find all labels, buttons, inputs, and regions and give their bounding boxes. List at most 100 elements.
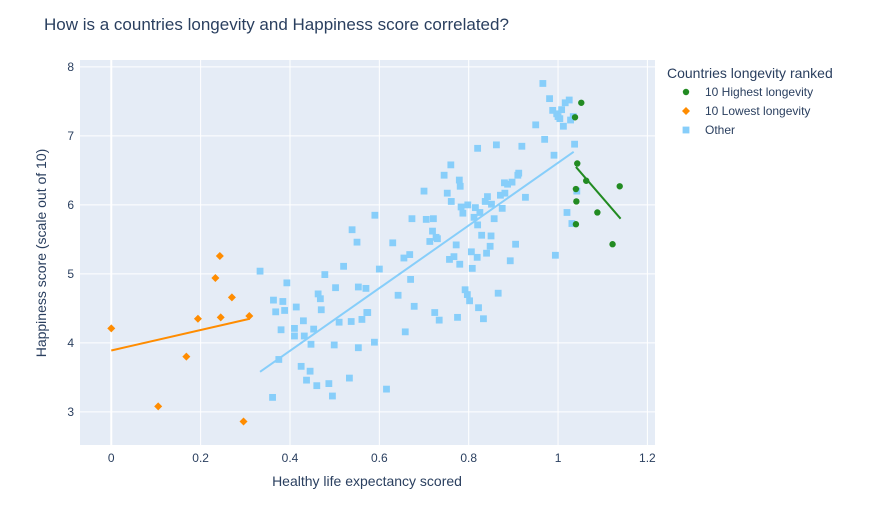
point-other	[426, 238, 434, 245]
plot-background	[80, 60, 655, 445]
point-other	[565, 96, 573, 104]
point-other	[443, 189, 451, 197]
point-other	[568, 220, 576, 227]
point-other	[457, 203, 465, 211]
point-other	[429, 215, 437, 223]
y-tick-label: 7	[67, 129, 74, 143]
point-other	[454, 313, 461, 321]
point-other	[303, 376, 310, 384]
point-other	[329, 392, 336, 400]
point-other	[481, 198, 489, 205]
point-other	[518, 142, 526, 150]
point-other	[490, 215, 498, 223]
trendline-other	[259, 150, 575, 373]
point-other	[272, 308, 280, 316]
point-other	[447, 198, 455, 205]
point-other	[332, 284, 339, 292]
point-other	[300, 332, 308, 340]
legend-marker-other	[682, 126, 690, 134]
point-other	[297, 362, 305, 370]
point-other	[292, 303, 300, 311]
point-other	[560, 122, 567, 130]
point-other	[473, 253, 481, 261]
point-other	[364, 309, 372, 316]
point-other	[512, 240, 520, 248]
point-other	[474, 144, 482, 152]
point-other	[316, 295, 324, 303]
point-10-lowest-longevity	[107, 324, 116, 333]
point-10-lowest-longevity	[211, 274, 220, 283]
point-other	[467, 248, 475, 256]
point-other	[270, 296, 277, 304]
point-other	[494, 289, 502, 297]
point-other	[325, 380, 333, 387]
trendline-10-lowest-longevity	[111, 317, 250, 352]
point-10-lowest-longevity	[215, 251, 224, 260]
point-other	[478, 231, 486, 239]
point-other	[335, 318, 343, 326]
point-other	[447, 161, 455, 169]
point-other	[389, 239, 397, 247]
point-other	[546, 95, 553, 103]
point-other	[291, 324, 298, 332]
x-tick-label: 1.2	[639, 451, 656, 465]
point-other	[353, 238, 361, 246]
y-tick-label: 5	[67, 267, 74, 281]
point-10-highest-longevity	[578, 99, 585, 106]
point-10-highest-longevity	[572, 185, 580, 193]
point-other	[429, 227, 436, 235]
point-other	[354, 283, 362, 291]
point-10-highest-longevity	[594, 209, 601, 216]
point-other	[501, 179, 508, 187]
point-other	[480, 315, 487, 323]
x-axis-ticks: 0 0.2 0.4 0.6 0.8 1 1.2	[108, 451, 656, 465]
point-other	[484, 193, 491, 201]
point-other	[362, 284, 370, 292]
point-other	[470, 213, 478, 221]
point-other	[556, 115, 564, 123]
point-other	[551, 251, 559, 259]
point-10-highest-longevity	[582, 177, 590, 184]
x-tick-label: 1	[555, 451, 562, 465]
legend-label: 10 Lowest longevity	[705, 104, 810, 118]
point-other	[567, 116, 574, 124]
point-other	[563, 209, 571, 216]
point-other	[549, 106, 557, 114]
point-other	[486, 242, 494, 250]
point-other	[279, 298, 287, 305]
point-other	[277, 326, 285, 334]
point-other	[307, 340, 315, 348]
legend-title: Countries longevity ranked	[667, 65, 833, 81]
y-tick-label: 4	[67, 336, 74, 350]
point-other	[471, 204, 479, 212]
legend-item-10-highest-longevity[interactable]: 10 Highest longevity	[682, 85, 813, 99]
y-axis-ticks: 3 4 5 6 7 8	[67, 60, 74, 419]
point-other	[371, 211, 379, 219]
point-other	[475, 304, 482, 312]
point-other	[394, 291, 402, 299]
point-other	[492, 141, 500, 149]
legend-item-other[interactable]: Other	[682, 123, 735, 137]
point-other	[434, 235, 441, 243]
point-other	[408, 215, 416, 223]
trendlines	[111, 150, 622, 373]
point-10-lowest-longevity	[216, 313, 225, 322]
legend-item-10-lowest-longevity[interactable]: 10 Lowest longevity	[682, 104, 810, 118]
point-other	[347, 318, 355, 325]
point-other	[497, 191, 504, 199]
point-other	[400, 254, 408, 262]
point-other	[455, 176, 463, 184]
y-axis-title: Happiness score (scale out of 10)	[33, 149, 49, 358]
x-tick-label: 0	[108, 451, 115, 465]
point-other	[310, 325, 318, 333]
legend-label: 10 Highest longevity	[705, 85, 813, 99]
point-other	[406, 251, 414, 258]
point-other	[313, 382, 321, 390]
point-other	[440, 171, 448, 179]
point-other	[561, 99, 569, 107]
data-points	[107, 80, 623, 426]
point-10-lowest-longevity	[227, 293, 236, 302]
point-other	[422, 215, 430, 223]
point-other	[558, 106, 566, 114]
